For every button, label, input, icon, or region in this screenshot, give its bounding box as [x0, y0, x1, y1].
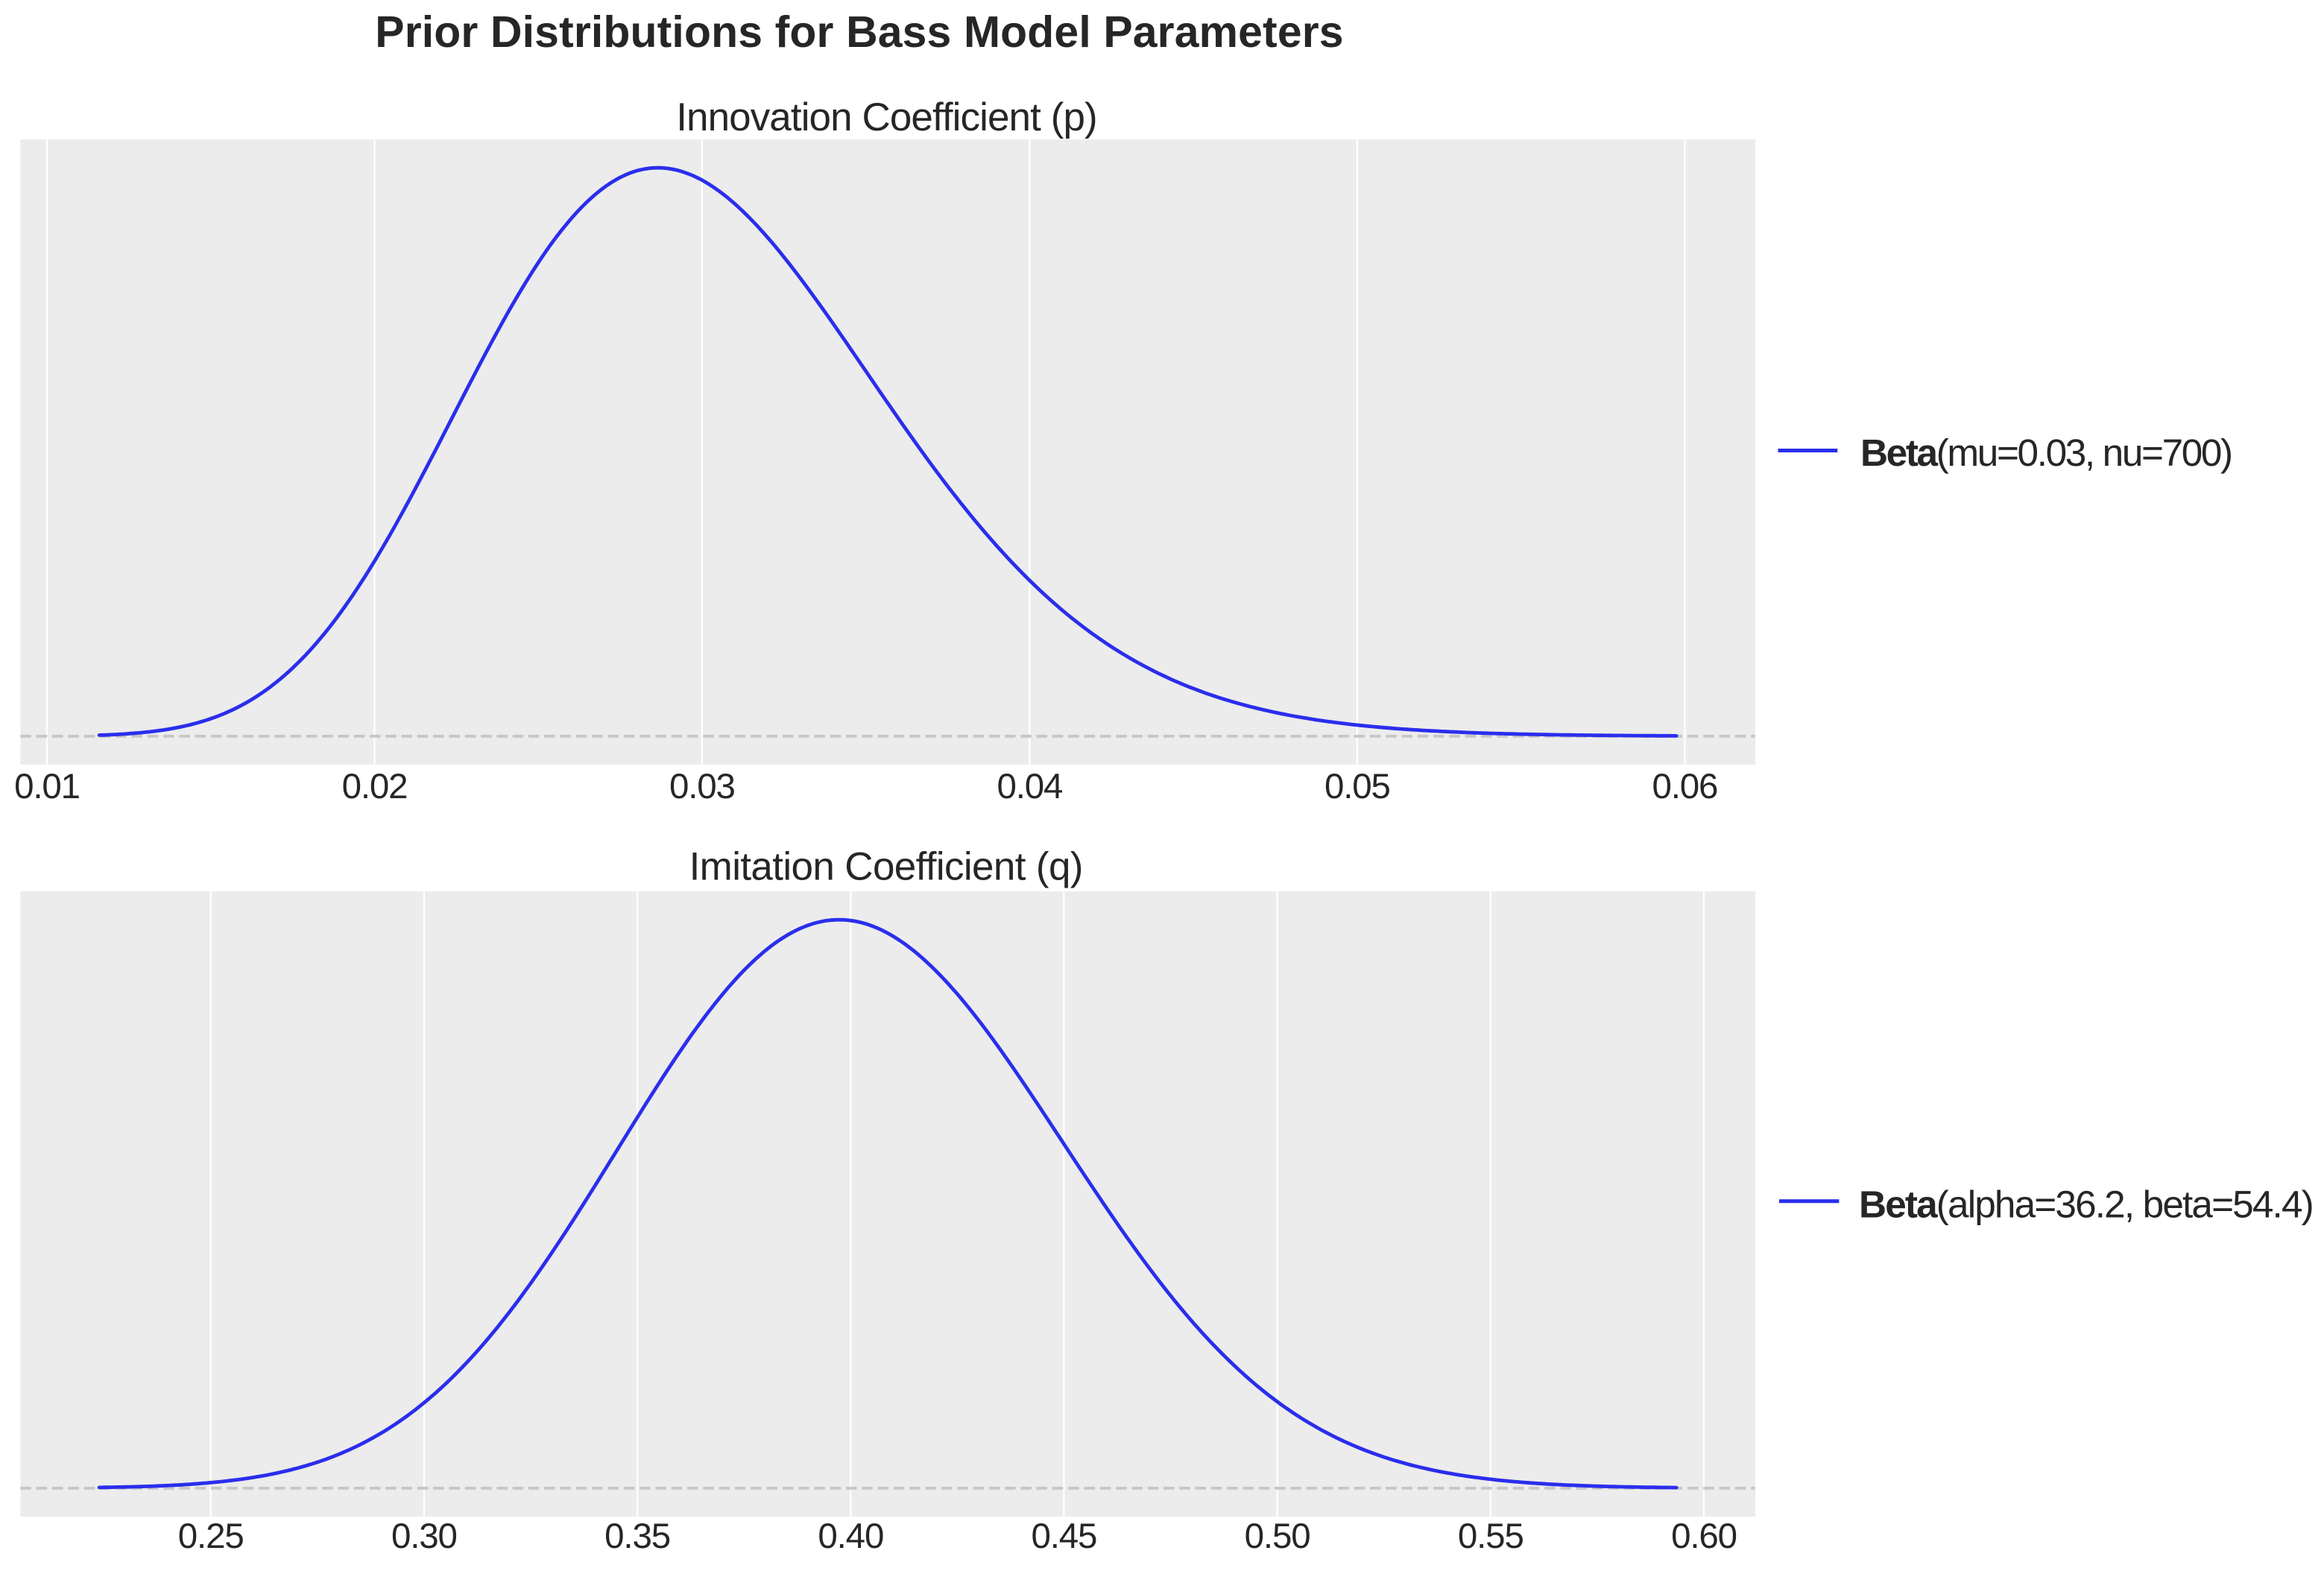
svg-text:Beta(alpha=36.2, beta=54.4): Beta(alpha=36.2, beta=54.4) [1859, 1183, 2313, 1225]
svg-text:0.06: 0.06 [1652, 767, 1717, 806]
svg-text:0.04: 0.04 [997, 767, 1063, 806]
svg-text:0.05: 0.05 [1324, 767, 1390, 806]
svg-text:Prior Distributions for Bass M: Prior Distributions for Bass Model Param… [375, 8, 1343, 57]
svg-text:Innovation Coefficient (p): Innovation Coefficient (p) [676, 95, 1097, 139]
svg-text:0.40: 0.40 [818, 1517, 883, 1556]
svg-text:0.60: 0.60 [1671, 1517, 1737, 1556]
svg-text:Beta(mu=0.03, nu=700): Beta(mu=0.03, nu=700) [1860, 432, 2232, 474]
svg-text:0.25: 0.25 [178, 1517, 244, 1556]
svg-text:0.35: 0.35 [604, 1517, 670, 1556]
svg-text:0.30: 0.30 [391, 1517, 457, 1556]
svg-text:Imitation Coefficient (q): Imitation Coefficient (q) [689, 845, 1083, 889]
svg-text:0.02: 0.02 [342, 767, 408, 806]
svg-text:0.45: 0.45 [1031, 1517, 1096, 1556]
svg-text:0.50: 0.50 [1245, 1517, 1310, 1556]
svg-text:0.01: 0.01 [14, 767, 80, 806]
svg-text:0.03: 0.03 [669, 767, 735, 806]
svg-text:0.55: 0.55 [1458, 1517, 1523, 1556]
